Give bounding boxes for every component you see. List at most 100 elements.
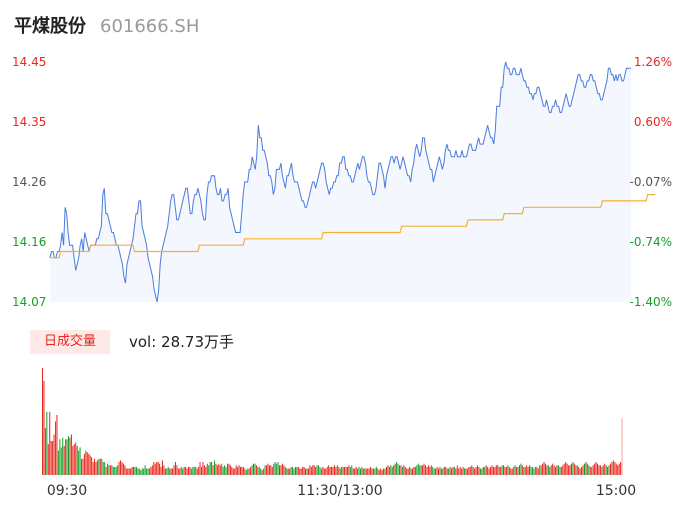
volume-bar xyxy=(193,466,195,475)
volume-bar xyxy=(76,445,78,475)
volume-bar xyxy=(420,465,422,475)
volume-bar xyxy=(57,450,59,475)
volume-bar xyxy=(544,463,546,475)
volume-bar xyxy=(396,462,398,475)
volume-bar xyxy=(488,468,490,475)
volume-bar xyxy=(407,468,409,475)
volume-bar xyxy=(523,466,525,475)
volume-bar xyxy=(397,463,399,475)
volume-bar xyxy=(320,468,322,475)
percent-tick-label: -0.07% xyxy=(630,175,672,189)
volume-bar xyxy=(570,463,572,475)
volume-bar xyxy=(225,466,227,475)
volume-bar xyxy=(500,466,502,475)
volume-bar xyxy=(357,468,359,475)
volume-bar xyxy=(449,466,451,475)
volume-bar xyxy=(302,466,304,475)
volume-bar xyxy=(219,465,221,475)
volume-bar xyxy=(572,462,574,475)
volume-bar xyxy=(349,466,351,475)
volume-bar xyxy=(513,466,515,475)
volume-bar xyxy=(267,463,269,475)
volume-bar xyxy=(172,468,174,475)
volume-bar xyxy=(471,465,473,475)
volume-bar xyxy=(133,466,135,475)
volume-bar xyxy=(612,460,614,475)
volume-bar xyxy=(365,468,367,475)
volume-bar xyxy=(107,463,109,475)
volume-bar xyxy=(438,468,440,475)
volume-bar xyxy=(173,465,175,475)
volume-bar xyxy=(435,468,437,475)
volume-bar xyxy=(594,463,596,475)
volume-bar xyxy=(494,466,496,475)
volume-bar xyxy=(95,462,97,475)
volume-bar xyxy=(115,466,117,475)
volume-bar xyxy=(60,447,62,475)
volume-bar xyxy=(216,465,218,475)
volume-bar xyxy=(150,466,152,475)
volume-bar xyxy=(503,465,505,475)
volume-bar xyxy=(342,466,344,475)
volume-bar xyxy=(289,468,291,475)
volume-bar xyxy=(156,462,158,475)
volume-bar xyxy=(318,465,320,475)
volume-bar xyxy=(240,466,242,475)
volume-bar xyxy=(511,468,513,475)
volume-bar xyxy=(573,463,575,475)
volume-bar xyxy=(176,465,178,475)
volume-bar xyxy=(359,468,361,475)
volume-bar xyxy=(287,468,289,475)
price-tick-label: 14.45 xyxy=(12,55,46,69)
volume-bar xyxy=(495,465,497,475)
volume-bar xyxy=(510,468,512,475)
volume-bar xyxy=(50,441,52,475)
volume-bar xyxy=(355,466,357,475)
volume-bar xyxy=(425,465,427,475)
volume-bar xyxy=(163,465,165,475)
volume-bar xyxy=(469,466,471,475)
volume-bar xyxy=(552,463,554,475)
volume-bar xyxy=(108,465,110,475)
volume-bar xyxy=(86,452,88,475)
volume-bar xyxy=(73,444,75,475)
volume-bar xyxy=(440,468,442,475)
volume-bar xyxy=(442,468,444,475)
volume-bar xyxy=(456,465,458,475)
volume-bar xyxy=(63,445,65,475)
volume-bar xyxy=(192,466,194,475)
volume-bar xyxy=(177,468,179,475)
volume-bar xyxy=(153,462,155,475)
volume-bar xyxy=(215,463,217,475)
volume-bar xyxy=(144,465,146,475)
volume-bar xyxy=(138,468,140,475)
volume-bar xyxy=(609,463,611,475)
volume-bar xyxy=(416,465,418,475)
volume-bar xyxy=(375,466,377,475)
volume-bar xyxy=(586,463,588,475)
volume-bar xyxy=(180,466,182,475)
volume-bar xyxy=(518,465,520,475)
volume-bar xyxy=(604,463,606,475)
volume-bar xyxy=(484,466,486,475)
volume-bar xyxy=(605,465,607,475)
volume-bar xyxy=(578,466,580,475)
volume-bar xyxy=(237,466,239,475)
price-axis-labels: 14.45 14.35 14.26 14.16 14.07 xyxy=(12,55,46,309)
percent-tick-label: -0.74% xyxy=(630,235,672,249)
volume-bar xyxy=(134,466,136,475)
volume-bar xyxy=(297,466,299,475)
volume-bar xyxy=(556,465,558,475)
volume-bar xyxy=(517,466,519,475)
volume-bar xyxy=(234,468,236,475)
volume-bar xyxy=(247,468,249,475)
volume-bar xyxy=(336,465,338,475)
volume-bar xyxy=(222,466,224,475)
volume-bar xyxy=(588,465,590,475)
volume-bar xyxy=(65,439,67,475)
volume-bar xyxy=(370,466,372,475)
average-series-line xyxy=(50,194,656,259)
volume-bar xyxy=(114,466,116,475)
volume-bar xyxy=(310,466,312,475)
